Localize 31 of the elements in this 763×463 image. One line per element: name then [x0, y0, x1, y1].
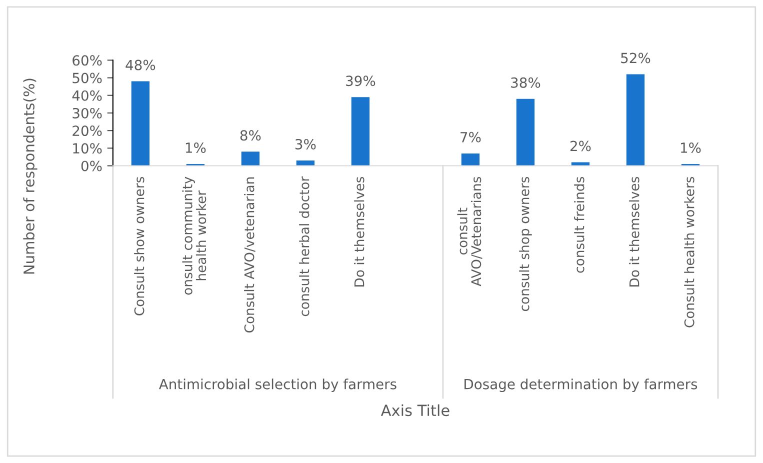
x-tick-label: Do it themselves [629, 176, 640, 286]
x-tick-label: Consult AVO/vetenarian [244, 177, 256, 332]
data-label: 1% [186, 142, 206, 153]
data-label: 3% [295, 138, 316, 150]
data-label: 52% [621, 52, 650, 64]
x-tick-label: Consult show owners [134, 176, 144, 316]
y-tick-label: 30% [72, 108, 102, 118]
x-tick-label: Consult health workers [684, 176, 694, 328]
y-tick-label: 10% [73, 143, 102, 154]
data-label: 2% [570, 140, 591, 152]
x-tick-label: consult AVO/Vetenarians [457, 176, 482, 286]
x-tick-label: consult herbal doctor [299, 176, 310, 316]
text: Antimicrobial selection by farmers [158, 378, 396, 392]
text: Dosage determination by farmers [464, 378, 698, 392]
x-tick-label: consult shop owners [519, 176, 532, 312]
y-axis-title: Number of respondents(%) [23, 78, 38, 274]
y-tick-label: 60% [72, 55, 102, 66]
y-tick-label: 40% [72, 90, 102, 101]
x-tick-label: consult freinds [574, 176, 584, 273]
y-tick-label: 20% [72, 126, 102, 136]
data-label: 1% [680, 142, 701, 153]
x-tick-label: Do it themselves [354, 176, 364, 286]
data-label: 39% [346, 76, 376, 86]
data-label: 7% [460, 132, 481, 142]
y-tick-label: 0% [81, 160, 102, 172]
data-label: 8% [240, 130, 261, 141]
x-axis-title: Axis Title [380, 404, 450, 416]
y-tick-label: 50% [72, 72, 102, 84]
data-label: 48% [126, 60, 156, 70]
data-label: 38% [511, 77, 540, 88]
x-tick-label: onsult community health worker [182, 176, 206, 295]
